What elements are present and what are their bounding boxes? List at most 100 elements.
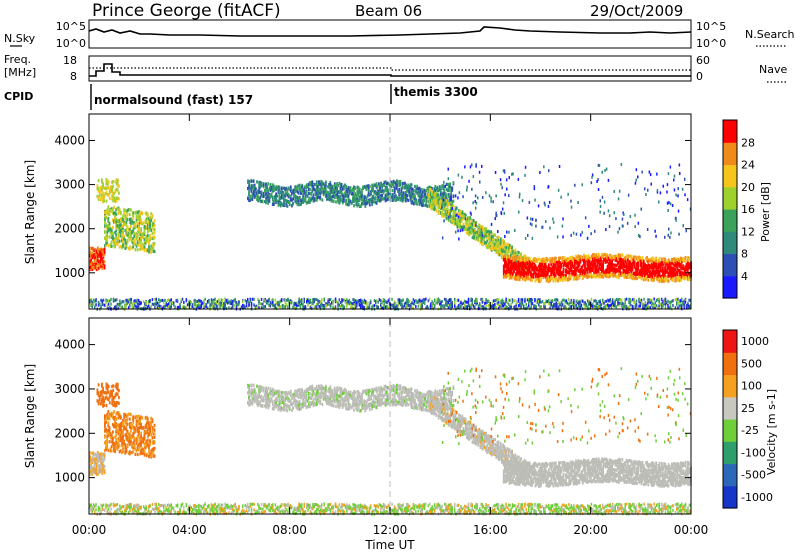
power-cell <box>468 233 471 237</box>
power-cell <box>94 299 96 303</box>
power-cell <box>170 302 172 306</box>
power-cell <box>560 277 563 281</box>
power-cell <box>658 297 660 301</box>
power-cell <box>459 213 461 217</box>
power-cell <box>132 306 135 310</box>
power-cell <box>327 300 329 303</box>
power-cell <box>659 303 662 307</box>
power-cell <box>112 234 114 238</box>
power-cell <box>105 178 108 182</box>
power-cell <box>290 301 293 305</box>
power-cell <box>298 202 301 207</box>
power-cell <box>508 273 511 277</box>
power-cell <box>645 303 648 307</box>
power-cell <box>643 303 645 307</box>
power-cell <box>409 195 412 199</box>
power-cell <box>144 241 147 245</box>
power-cell <box>402 198 405 202</box>
power-cell <box>95 257 98 262</box>
power-cell <box>331 194 334 199</box>
power-cell <box>288 187 291 191</box>
power-cell <box>237 303 239 306</box>
power-cell <box>436 201 439 205</box>
power-cell <box>505 250 508 254</box>
power-cell <box>153 235 156 239</box>
power-cell <box>116 183 119 187</box>
power-cell <box>487 304 490 307</box>
power-cell <box>335 186 337 190</box>
power-cell <box>391 189 394 193</box>
power-cell <box>262 306 264 310</box>
power-cell <box>118 184 120 188</box>
power-cell <box>442 214 445 218</box>
power-cell <box>191 303 194 307</box>
power-cell <box>150 244 153 248</box>
power-cell <box>523 254 526 258</box>
power-cell <box>630 299 633 303</box>
power-cell <box>282 303 284 307</box>
power-cell <box>324 304 327 308</box>
power-cell <box>405 196 407 200</box>
power-cell <box>467 227 469 231</box>
power-cell <box>109 227 112 231</box>
power-cell <box>195 303 198 307</box>
power-cell <box>153 224 156 228</box>
power-cell <box>558 305 560 309</box>
power-cell <box>462 306 465 310</box>
power-cell <box>502 272 505 276</box>
power-cell <box>151 236 154 240</box>
power-cell <box>405 185 407 189</box>
power-cell <box>652 301 654 305</box>
power-cell <box>114 180 117 184</box>
power-cell <box>265 185 267 189</box>
power-cell <box>599 304 601 307</box>
power-cell <box>99 248 101 252</box>
power-cell <box>540 265 542 269</box>
power-cell <box>268 303 270 307</box>
power-cell <box>387 306 389 310</box>
power-cell <box>550 302 552 306</box>
power-cell <box>243 306 245 310</box>
power-cell <box>432 193 434 197</box>
power-cell <box>612 299 614 303</box>
power-cell <box>426 204 429 208</box>
power-cell <box>531 302 534 306</box>
power-cell <box>369 299 372 303</box>
power-cell <box>453 221 456 225</box>
power-cell <box>218 298 220 302</box>
power-cell <box>519 254 521 258</box>
power-cell <box>590 302 593 305</box>
power-cell <box>430 306 432 310</box>
power-cell <box>96 267 99 271</box>
power-cell <box>294 197 297 201</box>
power-cell <box>513 270 515 274</box>
power-cell <box>121 232 123 236</box>
power-cell <box>558 256 560 260</box>
power-cell <box>304 199 307 203</box>
power-cell <box>452 181 455 185</box>
power-cell <box>354 299 357 303</box>
power-cell <box>248 303 250 307</box>
power-cell <box>93 256 96 260</box>
power-cell <box>257 297 259 301</box>
power-cell <box>531 274 533 279</box>
power-cell <box>461 302 463 306</box>
power-cell <box>338 190 341 194</box>
power-cell <box>561 298 564 302</box>
power-cell <box>556 298 559 302</box>
power-cell <box>437 300 440 304</box>
power-cell <box>443 297 446 301</box>
power-cell <box>115 229 118 233</box>
power-cell <box>131 240 133 244</box>
power-cell <box>396 187 398 191</box>
power-cell <box>92 262 95 266</box>
power-cell <box>453 218 456 222</box>
power-cell <box>481 306 484 310</box>
power-cell <box>591 306 594 310</box>
power-cell <box>422 299 425 303</box>
power-cell <box>485 304 487 308</box>
power-cell <box>279 204 282 208</box>
power-cell <box>398 193 401 197</box>
power-cell <box>419 194 422 198</box>
power-cell <box>544 263 547 267</box>
